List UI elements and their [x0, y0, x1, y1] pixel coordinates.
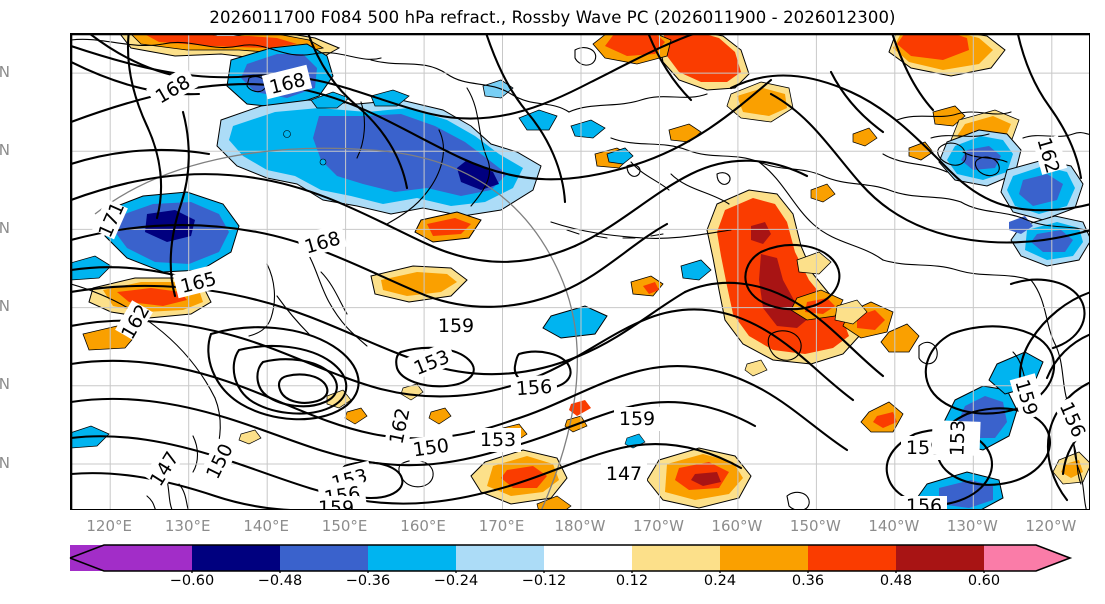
cb-tick-label-5: 0.12 — [615, 573, 649, 589]
positive-dot-6 — [428, 407, 452, 425]
x-tick-label-160e: 160°E — [400, 517, 446, 535]
cb-tick-label-4: −0.12 — [521, 573, 567, 589]
contour-label-156c: 156 — [906, 495, 942, 510]
cb-tick-label-3: −0.24 — [433, 573, 479, 589]
positive-dot-4 — [238, 429, 262, 445]
cb-cell-7 — [720, 545, 808, 571]
positive-dot-8 — [744, 359, 768, 377]
cb-tick-label-9: 0.60 — [967, 573, 1001, 589]
positive-fragment-7 — [796, 251, 832, 275]
cb-tick-label-0: −0.60 — [169, 573, 215, 589]
x-tick-label-120e: 120°E — [86, 517, 132, 535]
negative-fragment-1 — [310, 91, 350, 109]
x-tick-label-120w: 120°W — [1025, 517, 1077, 535]
coastlines — [71, 38, 1089, 509]
cb-cell-5 — [544, 545, 632, 571]
y-tick-label-60n: 60°N — [0, 140, 10, 159]
cb-tick-label-7: 0.36 — [791, 573, 825, 589]
x-tick-label-160w: 160°W — [711, 517, 763, 535]
cb-arrow-left — [70, 545, 104, 571]
contour-label-150a: 150 — [412, 435, 451, 462]
contour-label-147b: 147 — [606, 463, 642, 485]
y-tick-label-70n: 70°N — [0, 62, 10, 81]
map-panel: 168 168 168 171 — [70, 33, 1090, 510]
negative-fragment-9 — [680, 259, 712, 281]
positive-dot-11 — [834, 299, 868, 325]
x-tick-label-150w: 150°W — [789, 517, 841, 535]
x-tick-label-180w: 180°W — [554, 517, 606, 535]
x-tick-label-150e: 150°E — [321, 517, 368, 535]
cb-cell-0 — [104, 545, 192, 571]
colorbar: −0.60 −0.48 −0.36 −0.24 −0.12 0.12 0.24 … — [0, 543, 1105, 604]
positive-dot-12 — [810, 183, 836, 203]
y-tick-label-40n: 40°N — [0, 297, 10, 316]
contour-labels: 168 168 168 171 — [92, 64, 1089, 510]
negative-blob-pacificnw — [1000, 159, 1084, 221]
negative-fragment-3 — [482, 79, 514, 99]
cb-cell-2 — [280, 545, 368, 571]
contour-label-153b: 153 — [480, 429, 516, 451]
colorbar-ticks — [191, 571, 985, 573]
refractive-index-contours — [71, 34, 1089, 509]
positive-blob-japan-east — [370, 265, 468, 303]
colorbar-swatches — [69, 544, 1073, 573]
positive-dot-14 — [536, 495, 572, 509]
negative-fragment-8 — [542, 305, 608, 339]
x-tick-label-130e: 130°E — [164, 517, 211, 535]
negative-dot-1 — [283, 130, 291, 138]
cb-tick-label-1: −0.48 — [257, 573, 303, 589]
colorbar-cells — [70, 545, 1070, 571]
map-graphic: 168 168 168 171 — [71, 34, 1089, 510]
cb-cell-3 — [368, 545, 456, 571]
positive-blob-bering — [592, 34, 794, 123]
cb-tick-label-8: 0.48 — [879, 573, 913, 589]
cb-tick-label-6: 0.24 — [703, 573, 737, 589]
contour-label-153d: 153 — [946, 420, 969, 457]
x-tick-label-140e: 140°E — [243, 517, 289, 535]
cb-arrow-right — [1036, 545, 1070, 571]
colorbar-outline — [69, 544, 1073, 572]
x-tick-label-140w: 140°W — [868, 517, 920, 535]
cb-cell-10 — [984, 545, 1036, 571]
x-tick-label-130w: 130°W — [946, 517, 998, 535]
negative-fragment-2 — [370, 89, 410, 107]
y-tick-label-50n: 50°N — [0, 218, 10, 237]
y-tick-label-20n: 20°N — [0, 453, 10, 472]
negative-fragment-10 — [606, 147, 634, 165]
y-tick-label-30n: 30°N — [0, 375, 10, 394]
x-tick-label-170w: 170°W — [633, 517, 684, 535]
great-circle-arc — [94, 147, 578, 509]
cb-cell-8 — [808, 545, 896, 571]
cb-tick-label-2: −0.36 — [345, 573, 391, 589]
contour-label-156a: 156 — [515, 376, 553, 400]
cb-cell-4 — [456, 545, 544, 571]
contour-label-159c: 159 — [318, 497, 354, 510]
cb-cell-1 — [192, 545, 280, 571]
chart-title: 2026011700 F084 500 hPa refract., Rossby… — [209, 8, 896, 27]
contour-label-159a: 159 — [438, 315, 474, 337]
positive-dot-13 — [852, 127, 878, 147]
negative-dot-2 — [319, 158, 327, 166]
contour-label-159b: 159 — [619, 408, 655, 430]
x-tick-label-170e: 170°E — [478, 517, 525, 535]
negative-fragment-5 — [570, 119, 606, 139]
cb-cell-6 — [632, 545, 720, 571]
cb-cell-9 — [896, 545, 984, 571]
positive-dot-10 — [880, 323, 920, 353]
